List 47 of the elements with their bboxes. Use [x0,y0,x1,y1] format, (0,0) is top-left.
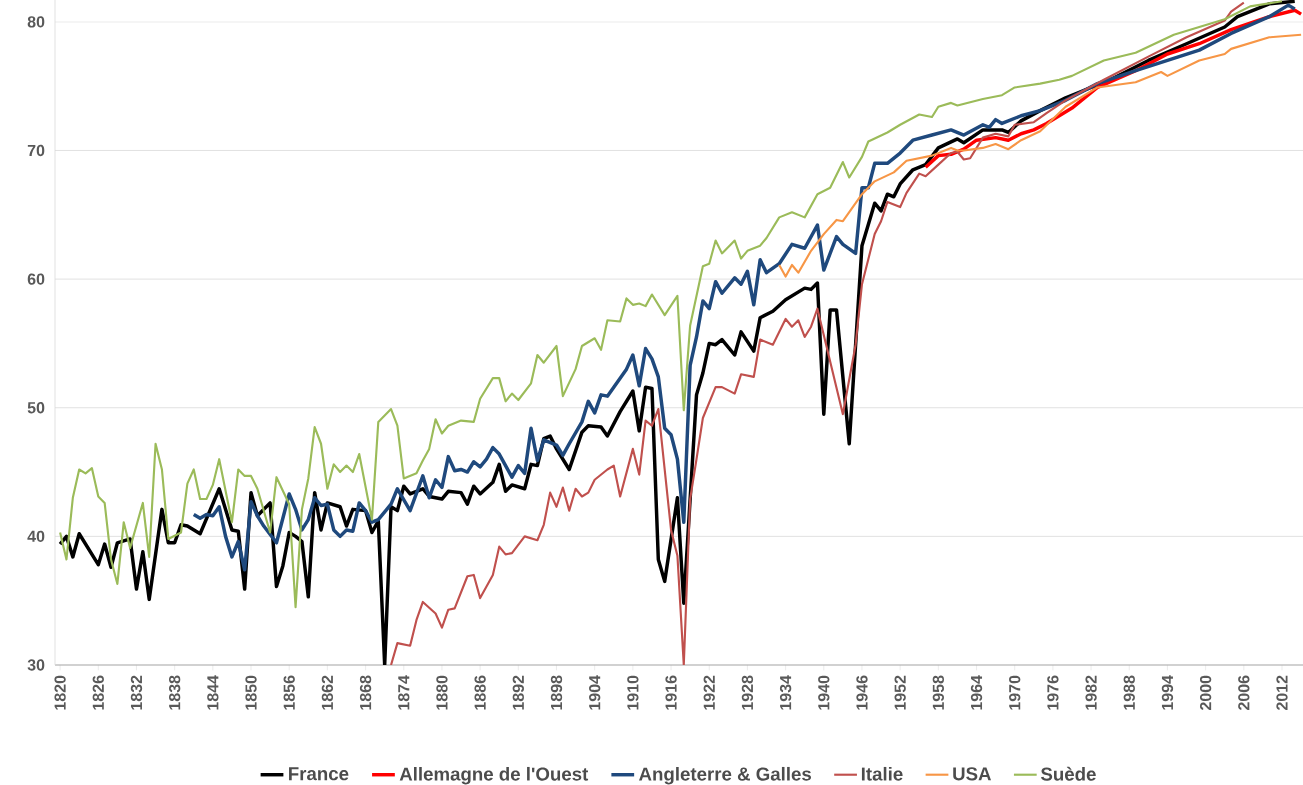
legend-label: Italie [861,766,903,781]
legend-label: France [289,767,349,781]
x-tick-label: 1922 [703,675,715,710]
line-series [778,33,1303,278]
x-tick-label: 1832 [130,675,143,710]
x-tick-label: 1976 [1047,675,1059,710]
x-tick-label: 1940 [818,675,830,710]
x-tick-label: 1898 [550,675,563,710]
x-tick-label: 1916 [665,675,677,710]
x-tick-label: 1862 [321,675,334,710]
y-tick-label: 80 [27,16,45,28]
x-tick-label: 1844 [207,675,219,710]
x-tick-label: 2012 [1276,675,1288,711]
x-tick-label: 1964 [970,675,983,710]
y-tick-label: 30 [27,659,45,671]
legend-label: Angleterre & Galles [639,766,812,785]
x-tick-label: 1958 [932,675,944,710]
x-tick-label: 1868 [359,675,372,710]
legend-label: USA [953,767,992,781]
x-tick-label: 1850 [245,675,257,710]
y-tick-label: 40 [27,530,45,543]
y-tick-label: 50 [27,402,45,414]
x-tick-label: 1904 [589,675,601,710]
x-tick-label: 2006 [1238,675,1250,711]
x-tick-label: 1838 [168,675,181,710]
x-tick-label: 1910 [627,675,639,710]
x-tick-label: 1988 [1123,675,1135,710]
y-tick-label: 60 [27,273,45,285]
x-tick-label: 1946 [856,675,868,710]
x-tick-label: 1856 [283,675,295,710]
x-tick-label: 1880 [436,675,448,710]
x-tick-label: 1934 [779,675,792,710]
x-tick-label: 1970 [1009,675,1021,710]
line-series [389,1,1245,665]
x-tick-label: 1826 [92,675,104,710]
x-tick-label: 1928 [741,675,754,710]
x-tick-label: 1886 [474,675,486,710]
x-tick-label: 1892 [512,675,524,710]
y-tick-label: 70 [27,144,45,157]
x-tick-label: 1982 [1085,675,1097,710]
x-tick-label: 1952 [894,675,906,710]
x-tick-label: 1994 [1161,675,1174,710]
legend-label: Suède [1040,766,1096,781]
legend-label: Allemagne de l'Ouest [399,766,589,785]
x-tick-label: 1874 [398,675,410,710]
x-tick-label: 1820 [54,675,66,710]
x-tick-label: 2000 [1199,675,1212,711]
